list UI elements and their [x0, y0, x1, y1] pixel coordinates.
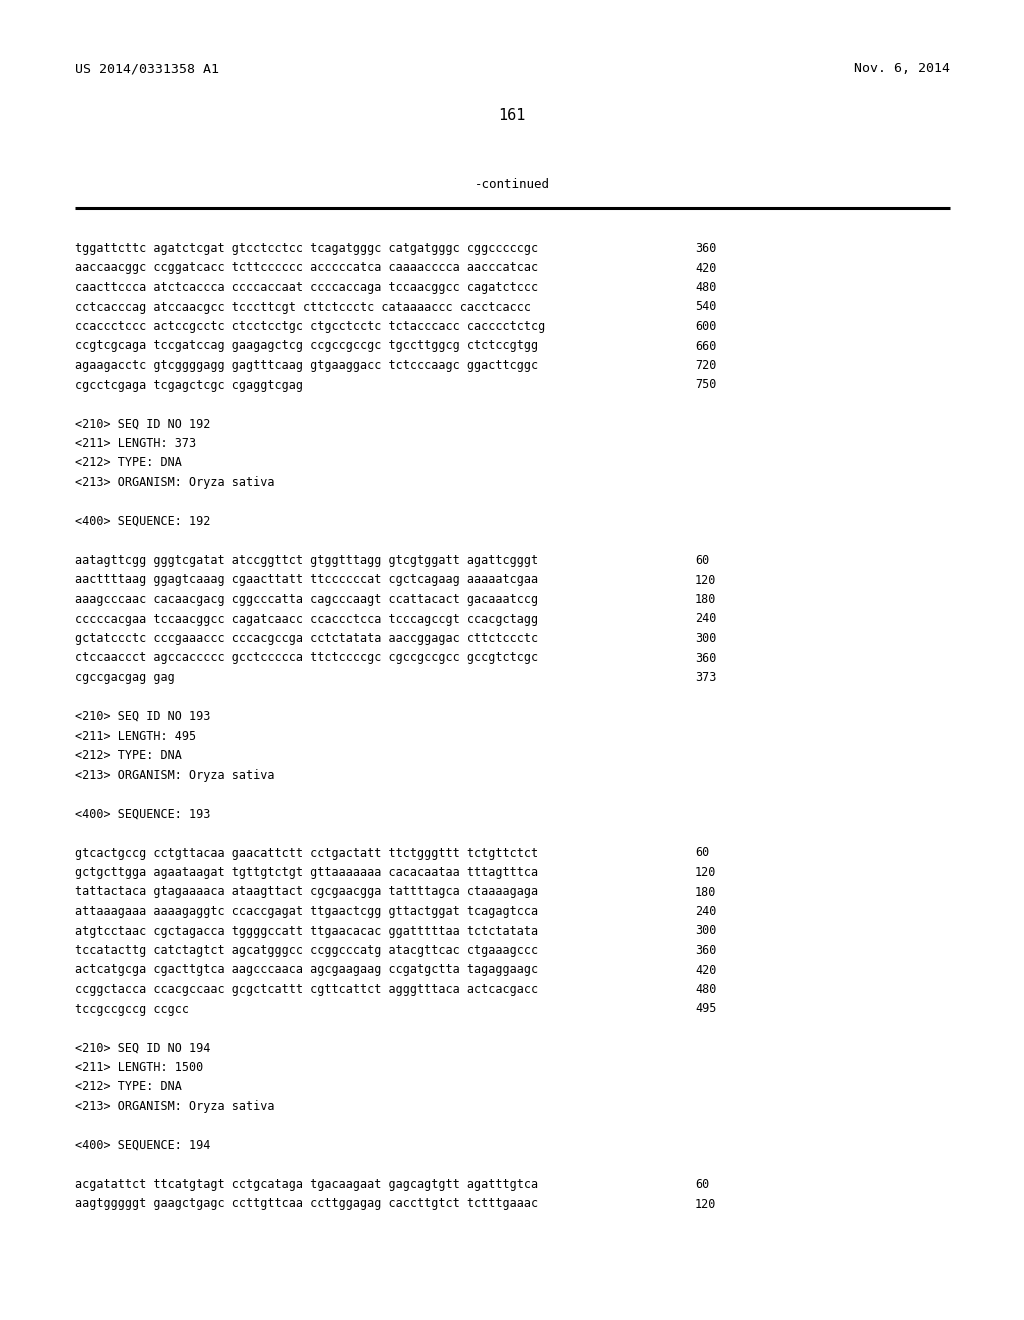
Text: attaaagaaa aaaagaggtc ccaccgagat ttgaactcgg gttactggat tcagagtcca: attaaagaaa aaaagaggtc ccaccgagat ttgaact… — [75, 906, 539, 917]
Text: acgatattct ttcatgtagt cctgcataga tgacaagaat gagcagtgtt agatttgtca: acgatattct ttcatgtagt cctgcataga tgacaag… — [75, 1177, 539, 1191]
Text: <213> ORGANISM: Oryza sativa: <213> ORGANISM: Oryza sativa — [75, 477, 274, 488]
Text: 120: 120 — [695, 866, 717, 879]
Text: 161: 161 — [499, 108, 525, 123]
Text: caacttccca atctcaccca ccccaccaat ccccaccaga tccaacggcc cagatctccc: caacttccca atctcaccca ccccaccaat ccccacc… — [75, 281, 539, 294]
Text: <211> LENGTH: 373: <211> LENGTH: 373 — [75, 437, 197, 450]
Text: <400> SEQUENCE: 193: <400> SEQUENCE: 193 — [75, 808, 210, 821]
Text: aagtgggggt gaagctgagc ccttgttcaa ccttggagag caccttgtct tctttgaaac: aagtgggggt gaagctgagc ccttgttcaa ccttgga… — [75, 1197, 539, 1210]
Text: <210> SEQ ID NO 193: <210> SEQ ID NO 193 — [75, 710, 210, 723]
Text: atgtcctaac cgctagacca tggggccatt ttgaacacac ggatttttaa tctctatata: atgtcctaac cgctagacca tggggccatt ttgaaca… — [75, 924, 539, 937]
Text: 60: 60 — [695, 554, 710, 568]
Text: tccgccgccg ccgcc: tccgccgccg ccgcc — [75, 1002, 189, 1015]
Text: 420: 420 — [695, 261, 717, 275]
Text: ctccaaccct agccaccccc gcctccccca ttctccccgc cgccgccgcc gccgtctcgc: ctccaaccct agccaccccc gcctccccca ttctccc… — [75, 652, 539, 664]
Text: 180: 180 — [695, 593, 717, 606]
Text: 720: 720 — [695, 359, 717, 372]
Text: gtcactgccg cctgttacaa gaacattctt cctgactatt ttctgggttt tctgttctct: gtcactgccg cctgttacaa gaacattctt cctgact… — [75, 846, 539, 859]
Text: <400> SEQUENCE: 192: <400> SEQUENCE: 192 — [75, 515, 210, 528]
Text: aacttttaag ggagtcaaag cgaacttatt ttccccccat cgctcagaag aaaaatcgaa: aacttttaag ggagtcaaag cgaacttatt ttccccc… — [75, 573, 539, 586]
Text: cgcctcgaga tcgagctcgc cgaggtcgag: cgcctcgaga tcgagctcgc cgaggtcgag — [75, 379, 303, 392]
Text: 300: 300 — [695, 924, 717, 937]
Text: <213> ORGANISM: Oryza sativa: <213> ORGANISM: Oryza sativa — [75, 768, 274, 781]
Text: 495: 495 — [695, 1002, 717, 1015]
Text: <212> TYPE: DNA: <212> TYPE: DNA — [75, 748, 182, 762]
Text: <400> SEQUENCE: 194: <400> SEQUENCE: 194 — [75, 1139, 210, 1152]
Text: gctgcttgga agaataagat tgttgtctgt gttaaaaaaa cacacaataa tttagtttca: gctgcttgga agaataagat tgttgtctgt gttaaaa… — [75, 866, 539, 879]
Text: 120: 120 — [695, 573, 717, 586]
Text: 60: 60 — [695, 1177, 710, 1191]
Text: US 2014/0331358 A1: US 2014/0331358 A1 — [75, 62, 219, 75]
Text: 540: 540 — [695, 301, 717, 314]
Text: tccatacttg catctagtct agcatgggcc ccggcccatg atacgttcac ctgaaagccc: tccatacttg catctagtct agcatgggcc ccggccc… — [75, 944, 539, 957]
Text: 360: 360 — [695, 652, 717, 664]
Text: <211> LENGTH: 495: <211> LENGTH: 495 — [75, 730, 197, 742]
Text: gctatccctc cccgaaaccc cccacgccga cctctatata aaccggagac cttctccctc: gctatccctc cccgaaaccc cccacgccga cctctat… — [75, 632, 539, 645]
Text: aatagttcgg gggtcgatat atccggttct gtggtttagg gtcgtggatt agattcgggt: aatagttcgg gggtcgatat atccggttct gtggttt… — [75, 554, 539, 568]
Text: aaccaacggc ccggatcacc tcttcccccc acccccatca caaaacccca aacccatcac: aaccaacggc ccggatcacc tcttcccccc accccca… — [75, 261, 539, 275]
Text: 180: 180 — [695, 886, 717, 899]
Text: <211> LENGTH: 1500: <211> LENGTH: 1500 — [75, 1061, 203, 1074]
Text: 420: 420 — [695, 964, 717, 977]
Text: agaagacctc gtcggggagg gagtttcaag gtgaaggacc tctcccaagc ggacttcggc: agaagacctc gtcggggagg gagtttcaag gtgaagg… — [75, 359, 539, 372]
Text: actcatgcga cgacttgtca aagcccaaca agcgaagaag ccgatgctta tagaggaagc: actcatgcga cgacttgtca aagcccaaca agcgaag… — [75, 964, 539, 977]
Text: 373: 373 — [695, 671, 717, 684]
Text: 750: 750 — [695, 379, 717, 392]
Text: aaagcccaac cacaacgacg cggcccatta cagcccaagt ccattacact gacaaatccg: aaagcccaac cacaacgacg cggcccatta cagccca… — [75, 593, 539, 606]
Text: -continued: -continued — [474, 178, 550, 191]
Text: ccaccctccc actccgcctc ctcctcctgc ctgcctcctc tctacccacc cacccctctcg: ccaccctccc actccgcctc ctcctcctgc ctgcctc… — [75, 319, 545, 333]
Text: <210> SEQ ID NO 192: <210> SEQ ID NO 192 — [75, 417, 210, 430]
Text: cccccacgaa tccaacggcc cagatcaacc ccaccctcca tcccagccgt ccacgctagg: cccccacgaa tccaacggcc cagatcaacc ccaccct… — [75, 612, 539, 626]
Text: <212> TYPE: DNA: <212> TYPE: DNA — [75, 1081, 182, 1093]
Text: 120: 120 — [695, 1197, 717, 1210]
Text: cctcacccag atccaacgcc tcccttcgt cttctccctc cataaaaccc cacctcaccc: cctcacccag atccaacgcc tcccttcgt cttctccc… — [75, 301, 531, 314]
Text: <212> TYPE: DNA: <212> TYPE: DNA — [75, 457, 182, 470]
Text: Nov. 6, 2014: Nov. 6, 2014 — [854, 62, 950, 75]
Text: ccggctacca ccacgccaac gcgctcattt cgttcattct agggtttaca actcacgacc: ccggctacca ccacgccaac gcgctcattt cgttcat… — [75, 983, 539, 997]
Text: tggattcttc agatctcgat gtcctcctcc tcagatgggc catgatgggc cggcccccgc: tggattcttc agatctcgat gtcctcctcc tcagatg… — [75, 242, 539, 255]
Text: 240: 240 — [695, 906, 717, 917]
Text: ccgtcgcaga tccgatccag gaagagctcg ccgccgccgc tgccttggcg ctctccgtgg: ccgtcgcaga tccgatccag gaagagctcg ccgccgc… — [75, 339, 539, 352]
Text: 660: 660 — [695, 339, 717, 352]
Text: cgccgacgag gag: cgccgacgag gag — [75, 671, 175, 684]
Text: 360: 360 — [695, 242, 717, 255]
Text: <210> SEQ ID NO 194: <210> SEQ ID NO 194 — [75, 1041, 210, 1055]
Text: 240: 240 — [695, 612, 717, 626]
Text: 600: 600 — [695, 319, 717, 333]
Text: 60: 60 — [695, 846, 710, 859]
Text: 360: 360 — [695, 944, 717, 957]
Text: 300: 300 — [695, 632, 717, 645]
Text: <213> ORGANISM: Oryza sativa: <213> ORGANISM: Oryza sativa — [75, 1100, 274, 1113]
Text: 480: 480 — [695, 983, 717, 997]
Text: tattactaca gtagaaaaca ataagttact cgcgaacgga tattttagca ctaaaagaga: tattactaca gtagaaaaca ataagttact cgcgaac… — [75, 886, 539, 899]
Text: 480: 480 — [695, 281, 717, 294]
